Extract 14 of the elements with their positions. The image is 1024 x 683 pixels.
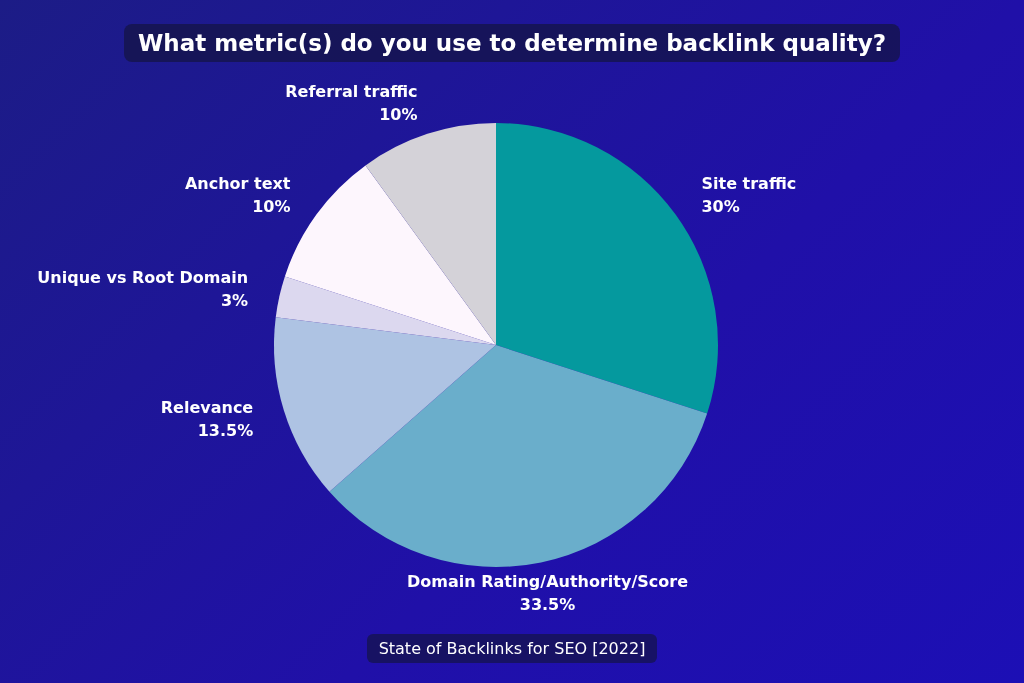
data-label: 33.5%: [519, 594, 576, 614]
slice-label: Domain Rating/Authority/Score: [407, 571, 689, 591]
slice-label: Referral traffic: [285, 81, 418, 101]
slice-label: Relevance: [160, 397, 254, 417]
slice-label: Site traffic: [701, 173, 797, 193]
chart-title: What metric(s) do you use to determine backlink quality?: [124, 24, 900, 62]
text: State of Backlinks for SEO [2022]: [366, 634, 658, 663]
data-label: 30%: [701, 196, 740, 216]
data-label: 10%: [252, 196, 291, 216]
data-label: 10%: [379, 104, 418, 124]
data-label: 3%: [220, 290, 249, 310]
data-label: 13.5%: [197, 420, 254, 440]
slice-label: Unique vs Root Domain: [37, 267, 249, 287]
slice-label: Anchor text: [184, 173, 291, 193]
